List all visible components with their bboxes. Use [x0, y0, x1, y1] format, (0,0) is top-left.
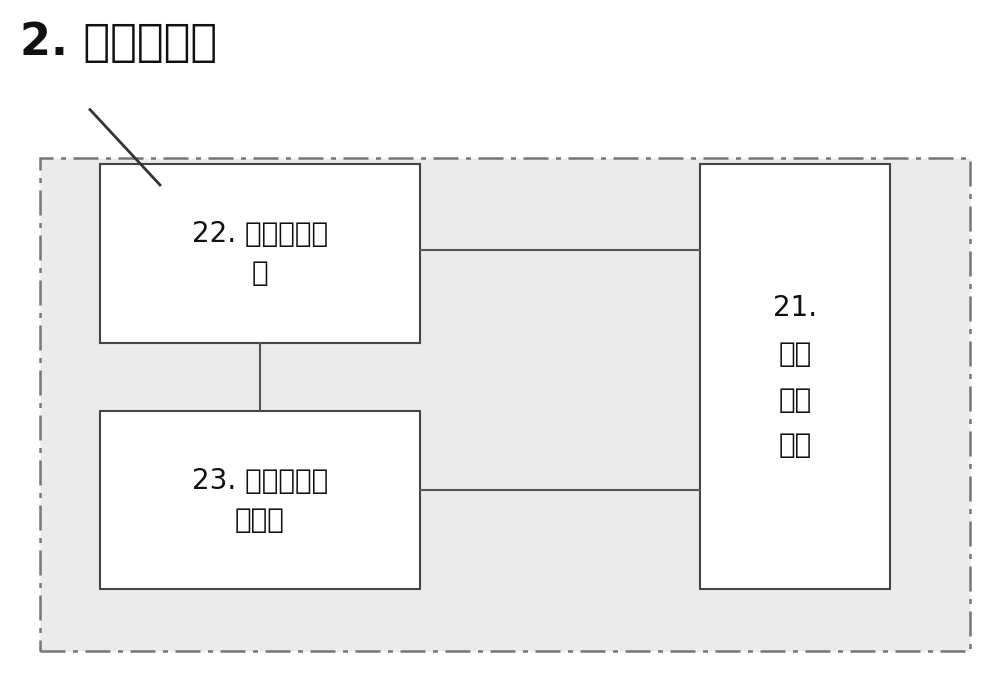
- Text: 2. 图像处理器: 2. 图像处理器: [20, 21, 217, 64]
- Text: 21.
特征
存储
单元: 21. 特征 存储 单元: [773, 295, 817, 459]
- Text: 22. 路段划分单
元: 22. 路段划分单 元: [192, 220, 328, 287]
- Text: 23. 车辆数据识
别单元: 23. 车辆数据识 别单元: [192, 466, 328, 534]
- Bar: [100, 411, 420, 589]
- Bar: [700, 164, 890, 589]
- Bar: [40, 158, 970, 651]
- Bar: [100, 164, 420, 342]
